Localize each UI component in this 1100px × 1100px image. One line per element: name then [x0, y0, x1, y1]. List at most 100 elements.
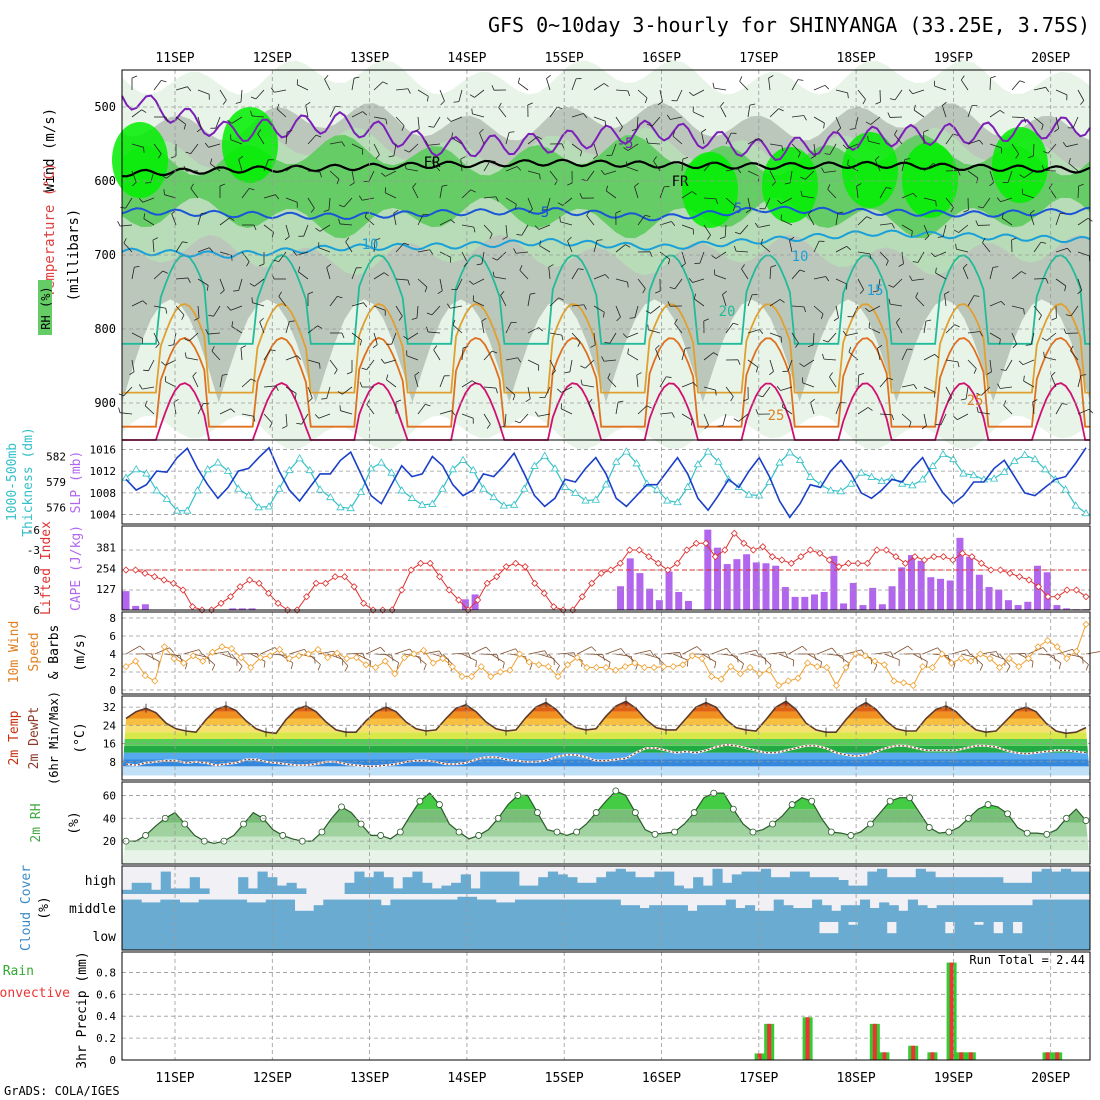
barb-flag	[734, 231, 741, 235]
y-tick-label-li: 0	[33, 564, 40, 577]
wind-speed-marker	[141, 672, 149, 680]
barb-flag	[597, 239, 603, 241]
wind-barb	[571, 332, 581, 347]
wind-barb	[194, 305, 200, 321]
barb-flag	[345, 237, 350, 243]
barb-staff	[1033, 116, 1044, 126]
wind-barb	[1011, 143, 1020, 159]
wind-speed-marker	[1072, 647, 1080, 655]
barb-flag	[143, 213, 146, 219]
barb-staff	[1023, 380, 1035, 388]
wind-barb	[131, 265, 140, 280]
wind-barb	[659, 412, 675, 418]
barb-flag	[185, 151, 191, 154]
cloud-cell	[936, 905, 947, 922]
wind-barb	[908, 89, 925, 95]
barb-flag	[907, 348, 913, 350]
barb-staff	[1007, 170, 1013, 183]
cloud-cell	[354, 871, 365, 894]
lifted-index-marker	[806, 546, 814, 554]
wind-barb	[824, 143, 837, 155]
barb-flag	[324, 74, 329, 80]
cloud-cell	[799, 871, 810, 894]
lifted-index-marker	[597, 569, 605, 577]
cloud-cell	[896, 922, 907, 950]
barb-flag	[780, 214, 782, 220]
wind-barb	[196, 116, 202, 133]
wind-barb	[865, 305, 881, 312]
barb-staff	[923, 163, 934, 172]
wind-barb	[898, 251, 904, 267]
wind-barb	[1011, 116, 1027, 123]
barb-staff	[263, 385, 276, 388]
barb-staff	[967, 295, 975, 307]
barb-flag	[1078, 183, 1084, 187]
barb-flag	[1045, 87, 1050, 92]
barb-flag	[491, 85, 495, 91]
barb-flag	[913, 104, 916, 111]
wind-barb	[747, 103, 756, 118]
wind-barb	[527, 170, 541, 180]
barb-staff	[982, 197, 991, 209]
barb-staff	[571, 304, 584, 307]
barb-flag	[842, 144, 848, 149]
barb-staff	[1055, 89, 1068, 96]
credit-label: GrADS: COLA/IGES	[4, 1084, 120, 1098]
barb-staff	[769, 143, 782, 147]
wind-barb	[517, 77, 529, 91]
wind-barb	[219, 183, 226, 198]
wind-barb-10m	[605, 648, 626, 655]
wind-barb	[345, 237, 353, 253]
barb-flag	[758, 138, 763, 143]
barb-staff	[260, 647, 276, 655]
isotherm-line	[121, 229, 1091, 259]
cloud-cell	[802, 908, 813, 922]
barb-flag	[204, 142, 209, 148]
wind-barb-10m	[788, 645, 808, 655]
lifted-index-marker	[635, 546, 643, 554]
barb-flag	[339, 405, 341, 411]
wind-barb	[615, 400, 624, 415]
barb-flag	[268, 159, 274, 161]
barb-staff	[175, 277, 188, 280]
barb-flag	[1015, 153, 1020, 159]
barb-staff	[655, 348, 661, 361]
wind-barb	[567, 236, 573, 253]
thickness-marker	[203, 465, 212, 473]
x-tick-label-top: 12SEP	[253, 51, 292, 66]
wind-speed-marker	[938, 650, 946, 658]
barb-flag	[315, 227, 321, 232]
barb-staff	[894, 134, 903, 145]
thickness-marker	[540, 451, 549, 459]
barb-staff	[329, 106, 336, 118]
barb-staff	[586, 170, 595, 181]
barb-flag	[517, 357, 522, 363]
cloud-cell	[470, 888, 481, 894]
wind-barb-10m	[1028, 647, 1048, 655]
wind-barb	[967, 139, 984, 145]
wind-barb	[351, 302, 368, 308]
barb-flag	[380, 172, 386, 177]
barb-staff	[659, 376, 667, 388]
cloud-cell	[486, 899, 497, 922]
barb-staff	[285, 321, 290, 334]
wind-barb	[689, 89, 705, 96]
barb-staff	[183, 649, 200, 655]
barb-staff	[1028, 647, 1044, 655]
barb-staff	[527, 327, 539, 334]
barb-staff	[505, 197, 517, 205]
barb-staff	[285, 132, 288, 145]
cloud-cell	[799, 922, 810, 950]
cloud-cell	[228, 922, 239, 950]
barb-flag	[583, 113, 588, 118]
wind-barb	[874, 155, 881, 172]
cloud-cell	[654, 871, 665, 894]
barb-flag	[396, 662, 400, 669]
wind-barb	[769, 265, 777, 280]
wind-barb	[989, 143, 1003, 154]
cloud-cell	[1042, 899, 1053, 922]
barb-staff	[458, 89, 463, 102]
lifted-index-marker	[835, 563, 843, 571]
barb-flag	[424, 286, 428, 293]
barb-flag	[539, 174, 541, 180]
